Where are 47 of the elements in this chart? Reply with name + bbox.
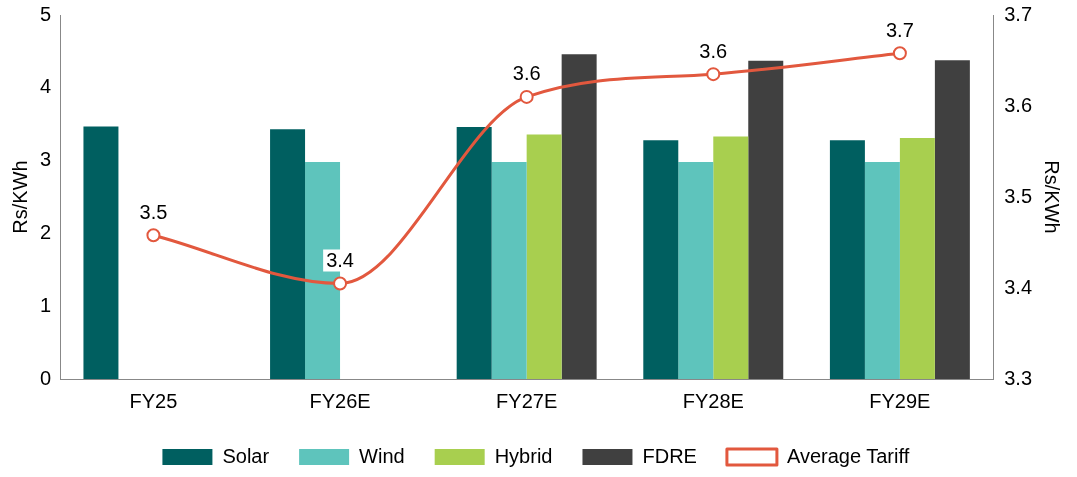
legend-label: FDRE xyxy=(642,444,697,467)
bar xyxy=(934,60,970,379)
bar xyxy=(270,129,306,379)
data-label: 3.4 xyxy=(326,248,354,271)
y2-tick-label: 3.6 xyxy=(1004,93,1033,116)
y-tick-label: 4 xyxy=(40,75,52,98)
y-tick-label: 3 xyxy=(40,148,52,171)
bar xyxy=(83,126,119,379)
bar xyxy=(491,162,527,379)
y2-tick-label: 3.4 xyxy=(1004,275,1033,298)
bar xyxy=(748,60,784,379)
point xyxy=(519,89,534,104)
x-tick-label: FY27E xyxy=(496,389,558,412)
data-label: 3.6 xyxy=(699,39,728,62)
bar xyxy=(899,138,935,379)
data-label: 3.5 xyxy=(139,200,168,223)
y-tick-label: 5 xyxy=(40,2,52,25)
y2-tick-label: 3.3 xyxy=(1004,366,1033,389)
x-tick-label: FY29E xyxy=(869,389,931,412)
legend-label: Hybrid xyxy=(494,444,553,467)
bar xyxy=(561,54,597,379)
y2-axis-title: Rs/KWh xyxy=(1041,160,1064,234)
bar xyxy=(456,127,492,379)
point xyxy=(333,276,348,291)
y-tick-label: 1 xyxy=(40,293,52,316)
point xyxy=(706,67,721,82)
bar xyxy=(864,162,900,379)
x-tick-label: FY26E xyxy=(309,389,371,412)
y2-tick-label: 3.7 xyxy=(1004,2,1033,25)
bar xyxy=(643,140,679,379)
legend-label: Average Tariff xyxy=(786,444,910,467)
point xyxy=(146,228,161,243)
point xyxy=(892,46,907,61)
bar xyxy=(713,136,749,379)
bar xyxy=(678,162,714,379)
legend-label: Solar xyxy=(222,444,270,467)
y-tick-label: 0 xyxy=(40,366,52,389)
bar xyxy=(829,140,865,379)
legend-label: Wind xyxy=(359,444,405,467)
y-axis-title: Rs/KWh xyxy=(8,160,31,234)
bar xyxy=(526,134,562,379)
y2-tick-label: 3.5 xyxy=(1004,184,1033,207)
data-label: 3.7 xyxy=(885,18,914,41)
x-tick-label: FY25 xyxy=(129,389,178,412)
y-tick-label: 2 xyxy=(40,220,52,243)
x-tick-label: FY28E xyxy=(682,389,744,412)
data-label: 3.6 xyxy=(512,62,541,85)
